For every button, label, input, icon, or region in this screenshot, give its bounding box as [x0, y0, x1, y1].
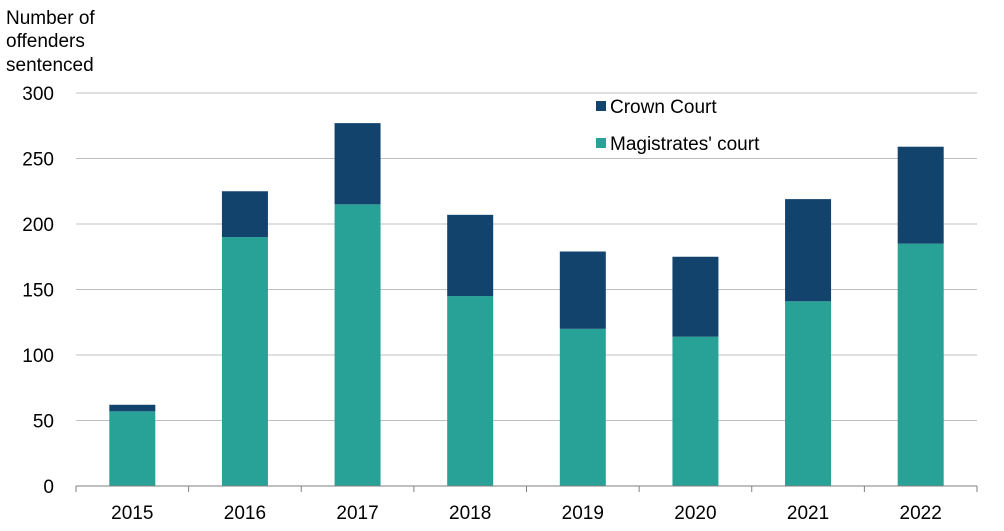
legend-swatch-crown-court	[596, 101, 606, 111]
y-tick-label: 300	[22, 84, 54, 105]
bar-crown-court-2018	[447, 214, 494, 297]
bar-magistrates-court-2016	[221, 237, 268, 486]
x-tick-label: 2019	[562, 503, 604, 524]
bar-crown-court-2016	[221, 191, 268, 238]
y-tick-label: 100	[22, 346, 54, 367]
gridlines	[76, 92, 977, 421]
y-tick-label: 150	[22, 281, 54, 302]
legend-label-magistrates-court: Magistrates' court	[610, 134, 760, 155]
x-tick-label: 2020	[674, 503, 716, 524]
y-axis-title-line-1: Number of	[6, 8, 95, 29]
y-axis-title-line-2: offenders	[6, 31, 85, 52]
x-tick-label: 2018	[449, 503, 491, 524]
bar-crown-court-2021	[785, 199, 832, 302]
y-tick-label: 50	[33, 412, 54, 433]
x-tick-label: 2015	[111, 503, 153, 524]
x-tick-label: 2022	[900, 503, 942, 524]
bar-magistrates-court-2022	[897, 243, 944, 486]
x-tick-label: 2017	[336, 503, 378, 524]
y-tick-label: 200	[22, 215, 54, 236]
bar-crown-court-2020	[672, 256, 719, 337]
y-tick-label: 0	[43, 477, 54, 498]
bar-magistrates-court-2021	[785, 301, 832, 486]
bar-magistrates-court-2015	[109, 411, 156, 486]
bar-magistrates-court-2019	[559, 328, 606, 486]
x-axis-tick-labels: 2015 2016 2017 2018 2019 2020 2021 2022	[111, 503, 942, 524]
bar-crown-court-2017	[334, 123, 381, 205]
bar-magistrates-court-2020	[672, 336, 719, 486]
y-axis-title-line-3: sentenced	[6, 55, 94, 76]
bar-crown-court-2019	[559, 251, 606, 329]
y-axis-tick-labels: 0 50 100 150 200 250 300	[22, 84, 54, 498]
bar-magistrates-court-2017	[334, 204, 381, 486]
bar-crown-court-2015	[109, 404, 156, 412]
bar-magistrates-court-2018	[447, 296, 494, 486]
y-tick-label: 250	[22, 150, 54, 171]
bars	[109, 123, 944, 486]
x-tick-label: 2021	[787, 503, 829, 524]
legend-label-crown-court: Crown Court	[610, 97, 717, 118]
x-axis	[75, 485, 978, 492]
legend: Crown Court Magistrates' court	[596, 97, 760, 155]
y-axis-title: Number of offenders sentenced	[6, 8, 95, 76]
x-tick-label: 2016	[224, 503, 266, 524]
legend-swatch-magistrates-court	[596, 138, 606, 148]
bar-crown-court-2022	[897, 146, 944, 244]
